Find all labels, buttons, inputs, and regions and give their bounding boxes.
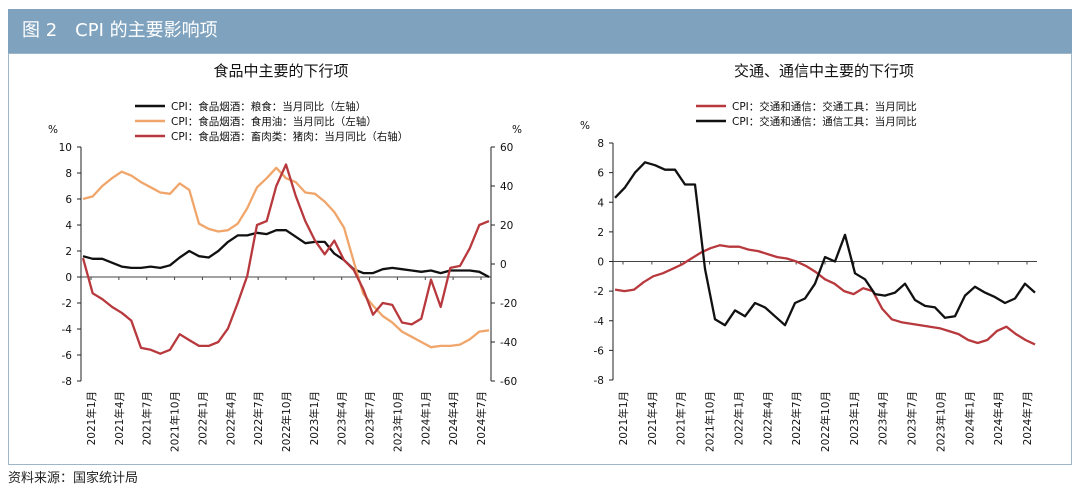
x-tick-label: 2022年10月 — [819, 391, 832, 452]
x-tick-label: 2023年1月 — [848, 391, 861, 445]
right-tick-label: 20 — [500, 220, 513, 232]
x-tick-label: 2024年1月 — [963, 391, 976, 445]
left-tick-label: 2 — [65, 246, 72, 258]
x-tick-label: 2023年7月 — [906, 391, 919, 445]
series-line — [82, 166, 490, 349]
right-tick-label: 60 — [500, 142, 513, 154]
legend-label: CPI：交通和通信：交通工具：当月同比 — [732, 100, 917, 113]
left-tick-label: 6 — [597, 168, 604, 180]
left-tick-label: -2 — [62, 298, 72, 310]
x-tick-label: 2023年10月 — [934, 391, 947, 452]
series-line — [81, 163, 490, 355]
left-tick-label: -8 — [594, 375, 604, 387]
x-tick-label: 2021年4月 — [646, 391, 659, 445]
left-axis-unit: % — [580, 120, 590, 132]
figure-title: 图 2 CPI 的主要影响项 — [22, 20, 218, 41]
x-tick-label: 2022年1月 — [196, 391, 209, 445]
x-tick-label: 2021年10月 — [169, 391, 182, 452]
x-tick-label: 2022年7月 — [252, 391, 265, 445]
left-axis-unit: % — [48, 124, 58, 136]
source-note: 资料来源：国家统计局 — [8, 471, 139, 486]
x-tick-label: 2023年4月 — [336, 391, 349, 445]
x-tick-label: 2022年7月 — [790, 391, 803, 445]
right-tick-label: -40 — [500, 337, 517, 349]
left-tick-label: 4 — [597, 197, 604, 209]
left-tick-label: -8 — [62, 376, 72, 388]
left-tick-label: -4 — [62, 324, 73, 336]
left-tick-label: -2 — [594, 286, 604, 298]
legend-label: CPI：食品烟酒：粮食：当月同比（左轴） — [171, 100, 366, 113]
legend-label: CPI：交通和通信：通信工具：当月同比 — [732, 115, 917, 128]
right-tick-label: -20 — [500, 298, 517, 310]
x-tick-label: 2021年10月 — [704, 391, 717, 452]
series-line — [614, 244, 1036, 346]
x-tick-label: 2022年4月 — [761, 391, 774, 445]
left-tick-label: 8 — [65, 168, 72, 180]
x-tick-label: 2022年4月 — [224, 391, 237, 445]
x-tick-label: 2024年4月 — [447, 391, 460, 445]
right-chart: 交通、通信中主要的下行项 CPI：交通和通信：交通工具：当月同比 CPI：交通和通信… — [580, 62, 1037, 452]
left-tick-label: -6 — [62, 350, 73, 362]
x-tick-label: 2022年10月 — [280, 391, 293, 452]
left-tick-label: 4 — [65, 220, 72, 232]
left-tick-label: 10 — [59, 142, 72, 154]
x-tick-label: 2024年4月 — [992, 391, 1005, 445]
x-tick-label: 2022年1月 — [732, 391, 745, 445]
right-tick-label: -60 — [500, 376, 517, 388]
legend-label: CPI：食品烟酒：畜肉类：猪肉：当月同比（右轴） — [171, 130, 408, 143]
x-tick-label: 2021年7月 — [675, 391, 688, 445]
chart-frame: 食品中主要的下行项 CPI：食品烟酒：粮食：当月同比（左轴） CPI：食品烟酒：食用… — [8, 53, 1072, 465]
series-line — [614, 161, 1036, 327]
x-tick-label: 2023年10月 — [391, 391, 404, 452]
left-tick-label: 2 — [597, 227, 604, 239]
left-chart: 食品中主要的下行项 CPI：食品烟酒：粮食：当月同比（左轴） CPI：食品烟酒：食用… — [48, 62, 522, 452]
right-tick-label: 40 — [500, 181, 513, 193]
left-tick-label: 0 — [65, 272, 72, 284]
left-tick-label: -4 — [594, 316, 605, 328]
right-axis-unit: % — [512, 124, 522, 136]
x-tick-label: 2024年7月 — [1021, 391, 1034, 445]
left-tick-label: 6 — [65, 194, 72, 206]
x-tick-label: 2021年1月 — [617, 391, 630, 445]
right-tick-label: 0 — [500, 259, 507, 271]
chart-title: 食品中主要的下行项 — [213, 62, 348, 80]
x-tick-label: 2023年1月 — [308, 391, 321, 445]
left-tick-label: 8 — [597, 138, 604, 150]
series-line — [82, 229, 490, 279]
left-tick-label: 0 — [597, 257, 604, 269]
x-tick-label: 2024年7月 — [475, 391, 488, 445]
legend-label: CPI：食品烟酒：食用油：当月同比（左轴） — [171, 115, 377, 128]
x-tick-label: 2024年1月 — [419, 391, 432, 445]
x-tick-label: 2023年4月 — [877, 391, 890, 445]
figure-header: 图 2 CPI 的主要影响项 — [8, 9, 1072, 53]
x-tick-label: 2021年4月 — [113, 391, 126, 445]
x-tick-label: 2021年1月 — [85, 391, 98, 445]
x-tick-label: 2023年7月 — [364, 391, 377, 445]
left-tick-label: -6 — [594, 345, 605, 357]
x-tick-label: 2021年7月 — [141, 391, 154, 445]
chart-title: 交通、通信中主要的下行项 — [734, 62, 914, 80]
